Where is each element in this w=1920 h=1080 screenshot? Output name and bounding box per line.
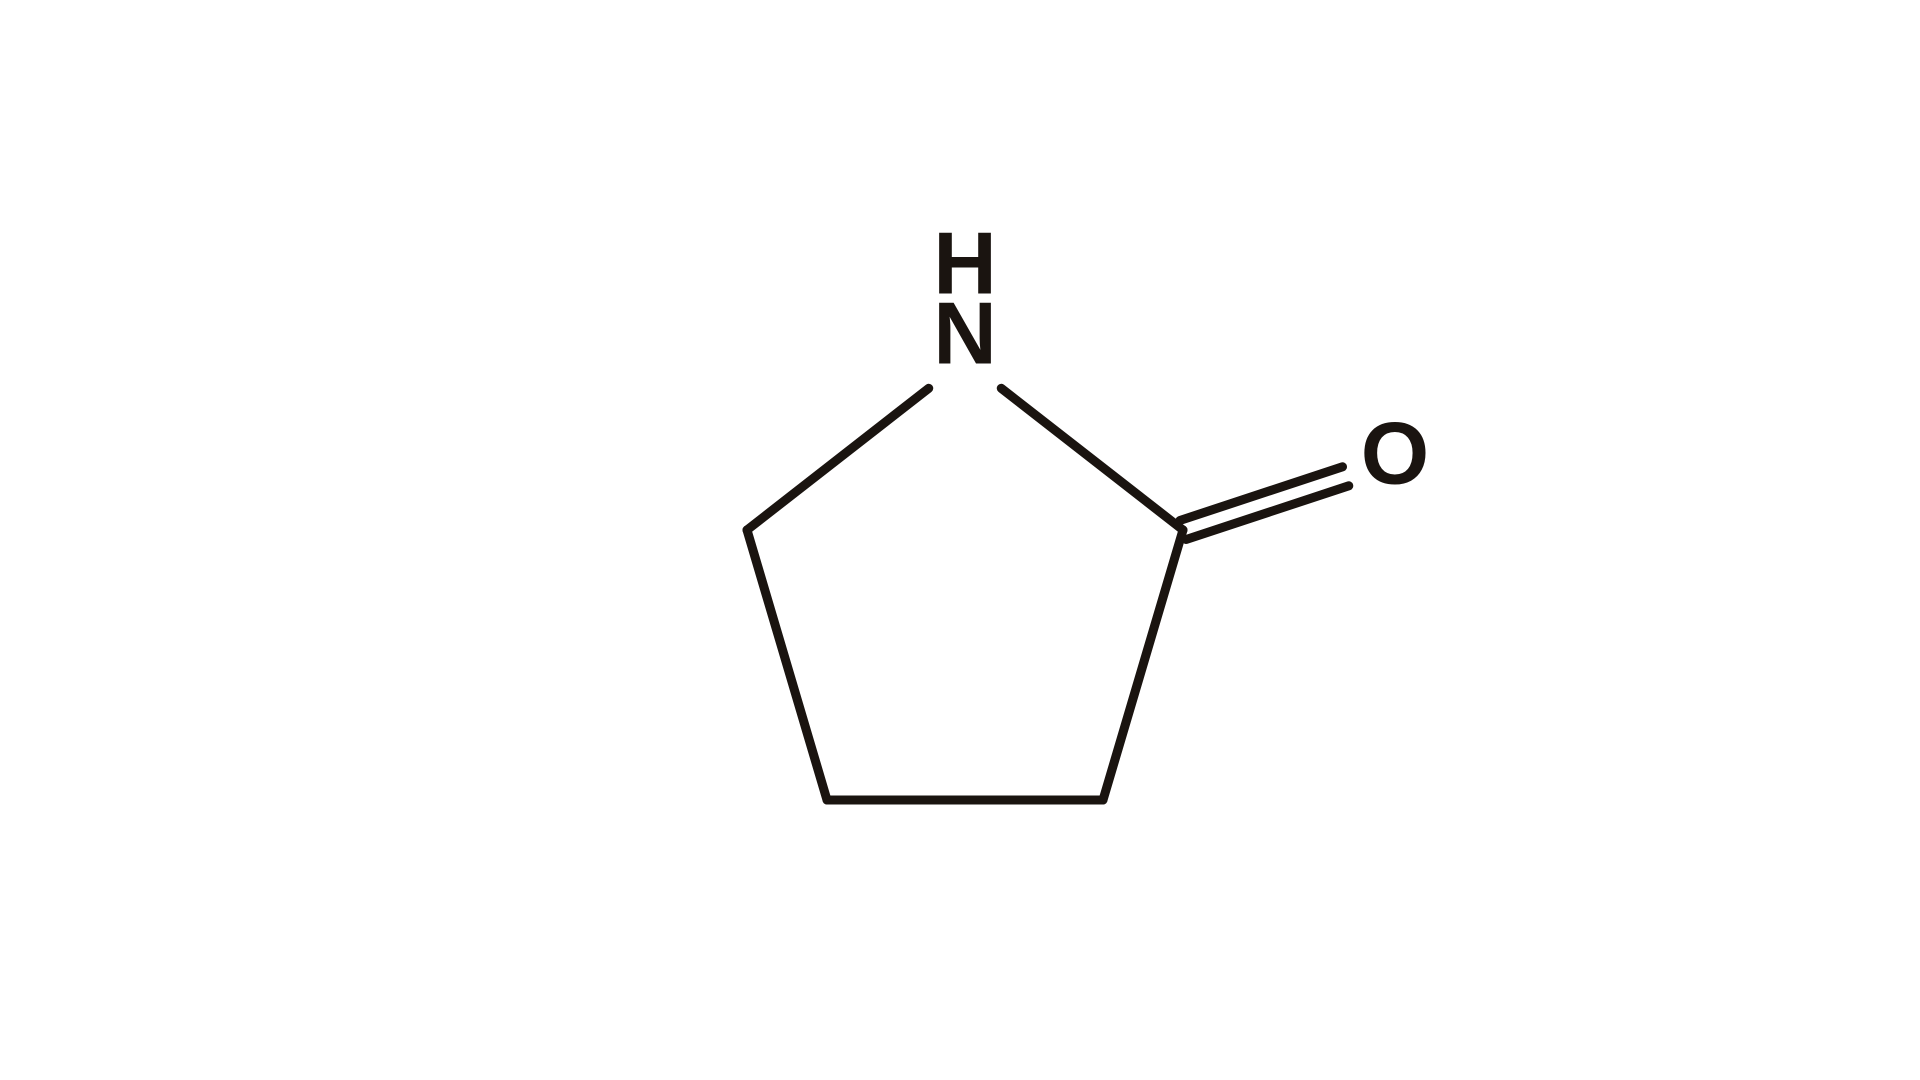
bond-line [1001,388,1183,530]
bond-line [1103,530,1183,800]
atom-label-O: O [1361,403,1429,502]
bond-line [747,530,827,800]
bond-line [747,388,929,530]
molecule-diagram: HNO [0,0,1920,1080]
atom-label-N-bottom: N [933,283,997,382]
